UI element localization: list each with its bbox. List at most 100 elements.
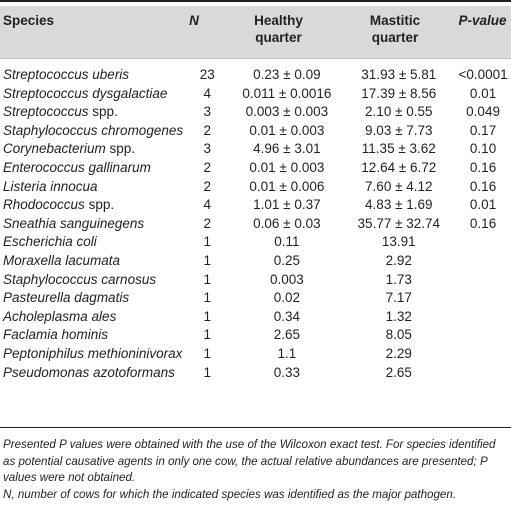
table-row: Pseudomonas azotoformans 1 0.33 2.65: [0, 364, 511, 383]
mastitic-cell: 4.83 ± 1.69: [365, 197, 433, 213]
species-name: Rhodococcus: [3, 197, 85, 213]
healthy-cell: 0.06 ± 0.03: [253, 215, 321, 231]
species-name: Streptococcus: [3, 104, 89, 120]
mastitic-cell: 2.29: [385, 345, 412, 361]
table-row: Listeria innocua 2 0.01 ± 0.006 7.60 ± 4.12…: [0, 178, 511, 197]
table-row: Streptococcus uberis 23 0.23 ± 0.09 31.93 ±…: [0, 66, 511, 85]
mastitic-cell: 1.32: [385, 308, 412, 324]
n-cell: 3: [203, 141, 211, 157]
healthy-cell: 1.1: [277, 345, 297, 361]
header-n: N: [189, 13, 199, 28]
healthy-cell: 0.003 ± 0.003: [245, 104, 329, 120]
n-cell: 23: [199, 67, 215, 82]
table-row: Corynebacterium spp. 3 4.96 ± 3.01 11.35 ± …: [0, 140, 511, 159]
species-name: Enterococcus gallinarum: [3, 159, 151, 175]
species-name: Moraxella lacumata: [3, 252, 121, 268]
healthy-cell: 1.01 ± 0.37: [253, 197, 321, 213]
table-row: Peptoniphilus methioninivorax 1 1.1 2.29: [0, 345, 511, 364]
species-cell: Acholeplasma ales: [0, 308, 183, 327]
n-cell: 2: [203, 122, 211, 138]
species-cell: Faclamia hominis: [0, 326, 183, 345]
mastitic-cell: 2.92: [385, 252, 412, 268]
n-cell: 2: [203, 215, 211, 231]
species-name: Escherichia coli: [3, 234, 97, 250]
n-cell: 1: [203, 252, 211, 268]
species-cell: Enterococcus gallinarum: [0, 159, 183, 178]
header-mastitic-line2: quarter: [371, 30, 419, 45]
species-name: Staphylococcus chromogenes: [3, 122, 184, 138]
mastitic-cell: 31.93 ± 5.81: [361, 67, 437, 82]
pvalue-cell: 0.16: [469, 178, 497, 194]
table-header: Species N Healthy quarter Mastitic quart…: [0, 6, 511, 59]
mastitic-cell: 9.03 ± 7.73: [365, 122, 433, 138]
healthy-cell: 0.011 ± 0.0016: [242, 85, 332, 101]
mastitic-cell: 2.65: [385, 364, 412, 380]
n-cell: 1: [203, 364, 211, 380]
pvalue-cell: [455, 271, 511, 290]
healthy-cell: 0.33: [273, 364, 301, 380]
pvalue-cell: [455, 326, 511, 345]
species-cell: Streptococcus uberis: [0, 66, 183, 85]
table-row: Enterococcus gallinarum 2 0.01 ± 0.003 12.6…: [0, 159, 511, 178]
mastitic-cell: 11.35 ± 3.62: [361, 141, 436, 157]
species-cell: Staphylococcus carnosus: [0, 271, 183, 290]
n-cell: 1: [203, 234, 211, 250]
header-mastitic: Mastitic quarter: [336, 12, 454, 46]
healthy-cell: 0.11: [274, 234, 300, 250]
mastitic-cell: 1.73: [385, 271, 412, 287]
species-cell: Peptoniphilus methioninivorax: [0, 345, 183, 364]
species-cell: Corynebacterium spp.: [0, 140, 183, 159]
n-cell: 1: [203, 345, 211, 361]
pvalue-cell: [455, 252, 511, 271]
species-name: Pasteurella dagmatis: [3, 290, 130, 306]
mastitic-cell: 17.39 ± 8.56: [361, 85, 437, 101]
n-cell: 1: [203, 327, 211, 343]
species-suffix: spp.: [105, 141, 136, 157]
header-species: Species: [3, 13, 55, 28]
species-name: Corynebacterium: [3, 141, 106, 157]
header-pvalue: P-value: [458, 13, 507, 28]
top-rule: [0, 0, 511, 2]
healthy-cell: 0.25: [273, 252, 301, 268]
species-cell: Staphylococcus chromogenes: [0, 122, 183, 141]
pvalue-cell: [455, 308, 511, 327]
mastitic-cell: 13.91: [381, 234, 416, 250]
table-row: Moraxella lacumata 1 0.25 2.92: [0, 252, 511, 271]
pvalue-cell: 0.049: [466, 104, 500, 120]
mastitic-cell: 35.77 ± 32.74: [357, 215, 441, 231]
table-row: Staphylococcus carnosus 1 0.003 1.73: [0, 271, 511, 290]
pvalue-cell: 0.16: [469, 159, 497, 175]
n-cell: 1: [203, 271, 211, 287]
bottom-rule: [0, 427, 511, 428]
pvalue-cell: 0.01: [469, 85, 497, 101]
table-row: Faclamia hominis 1 2.65 8.05: [0, 326, 511, 345]
species-name: Streptococcus uberis: [3, 67, 130, 82]
pvalue-cell: [455, 289, 511, 308]
species-cell: Pseudomonas azotoformans: [0, 364, 183, 383]
healthy-cell: 0.01 ± 0.006: [249, 178, 325, 194]
species-cell: Pasteurella dagmatis: [0, 289, 183, 308]
healthy-cell: 4.96 ± 3.01: [253, 141, 321, 157]
data-table: Streptococcus uberis 23 0.23 ± 0.09 31.93 ±…: [0, 66, 511, 382]
table-row: Streptococcus spp. 3 0.003 ± 0.003 2.10 ± 0…: [0, 103, 511, 122]
mastitic-cell: 8.05: [385, 327, 412, 343]
healthy-cell: 0.23 ± 0.09: [253, 67, 321, 82]
n-cell: 1: [203, 290, 211, 306]
mastitic-cell: 7.17: [385, 290, 412, 306]
species-cell: Streptococcus dysgalactiae: [0, 85, 183, 104]
pvalue-cell: [455, 345, 511, 364]
species-cell: Escherichia coli: [0, 233, 183, 252]
header-mastitic-line1: Mastitic: [369, 13, 421, 28]
footnote-n-definition: N, number of cows for which the indicate…: [3, 488, 457, 501]
species-cell: Streptococcus spp.: [0, 103, 183, 122]
n-cell: 2: [203, 178, 211, 194]
pvalue-cell: 0.16: [469, 215, 497, 231]
pvalue-cell: 0.10: [469, 141, 497, 157]
species-cell: Moraxella lacumata: [0, 252, 183, 271]
species-name: Sneathia sanguinegens: [3, 215, 145, 231]
n-cell: 4: [203, 85, 211, 101]
table-row: Escherichia coli 1 0.11 13.91: [0, 233, 511, 252]
species-name: Listeria innocua: [3, 178, 98, 194]
pvalue-cell: <0.0001: [458, 67, 508, 82]
species-name: Faclamia hominis: [3, 327, 109, 343]
